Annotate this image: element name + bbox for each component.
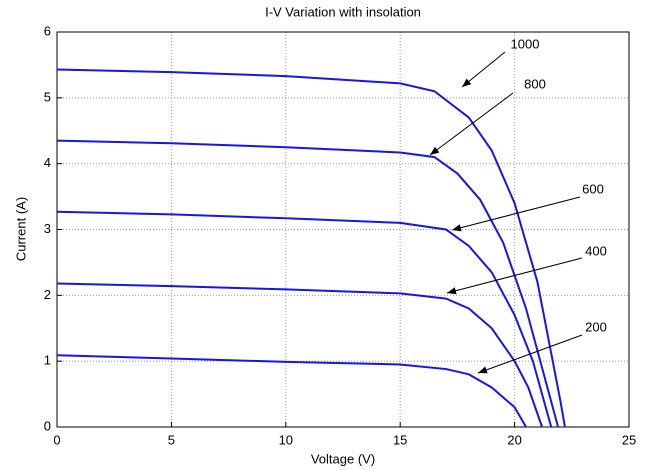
annotation-label: 800 — [524, 76, 546, 91]
annotation-arrow — [446, 257, 583, 295]
x-tick-label: 15 — [393, 432, 407, 447]
annotation-arrow — [461, 51, 506, 88]
y-tick-label: 6 — [44, 23, 51, 38]
annotation-label: 200 — [585, 319, 607, 334]
x-tick-label: 5 — [168, 432, 175, 447]
annotation-label: 400 — [585, 243, 607, 258]
x-tick-label: 25 — [622, 432, 636, 447]
plot-frame — [56, 31, 630, 428]
x-tick-label: 10 — [279, 432, 293, 447]
iv-curve — [56, 139, 560, 428]
iv-curve — [56, 210, 553, 428]
annotation-label: 1000 — [511, 36, 540, 51]
y-tick-label: 1 — [44, 353, 51, 368]
chart-title: I-V Variation with insolation — [265, 4, 421, 19]
y-tick-label: 3 — [44, 221, 51, 236]
x-tick-label: 0 — [53, 432, 60, 447]
iv-curve — [56, 354, 527, 428]
annotation-arrow — [429, 92, 514, 156]
y-axis-label: Current (A) — [13, 197, 28, 261]
y-tick-label: 4 — [44, 155, 51, 170]
y-tick-label: 5 — [44, 89, 51, 104]
x-tick-label: 20 — [507, 432, 521, 447]
y-tick-label: 0 — [44, 418, 51, 433]
x-axis-label: Voltage (V) — [311, 451, 375, 466]
iv-curve — [56, 282, 544, 428]
annotation-label: 600 — [582, 181, 604, 196]
iv-curve — [56, 68, 566, 428]
annotation-arrow — [451, 196, 581, 232]
annotation-arrow — [477, 334, 583, 374]
y-tick-label: 2 — [44, 287, 51, 302]
